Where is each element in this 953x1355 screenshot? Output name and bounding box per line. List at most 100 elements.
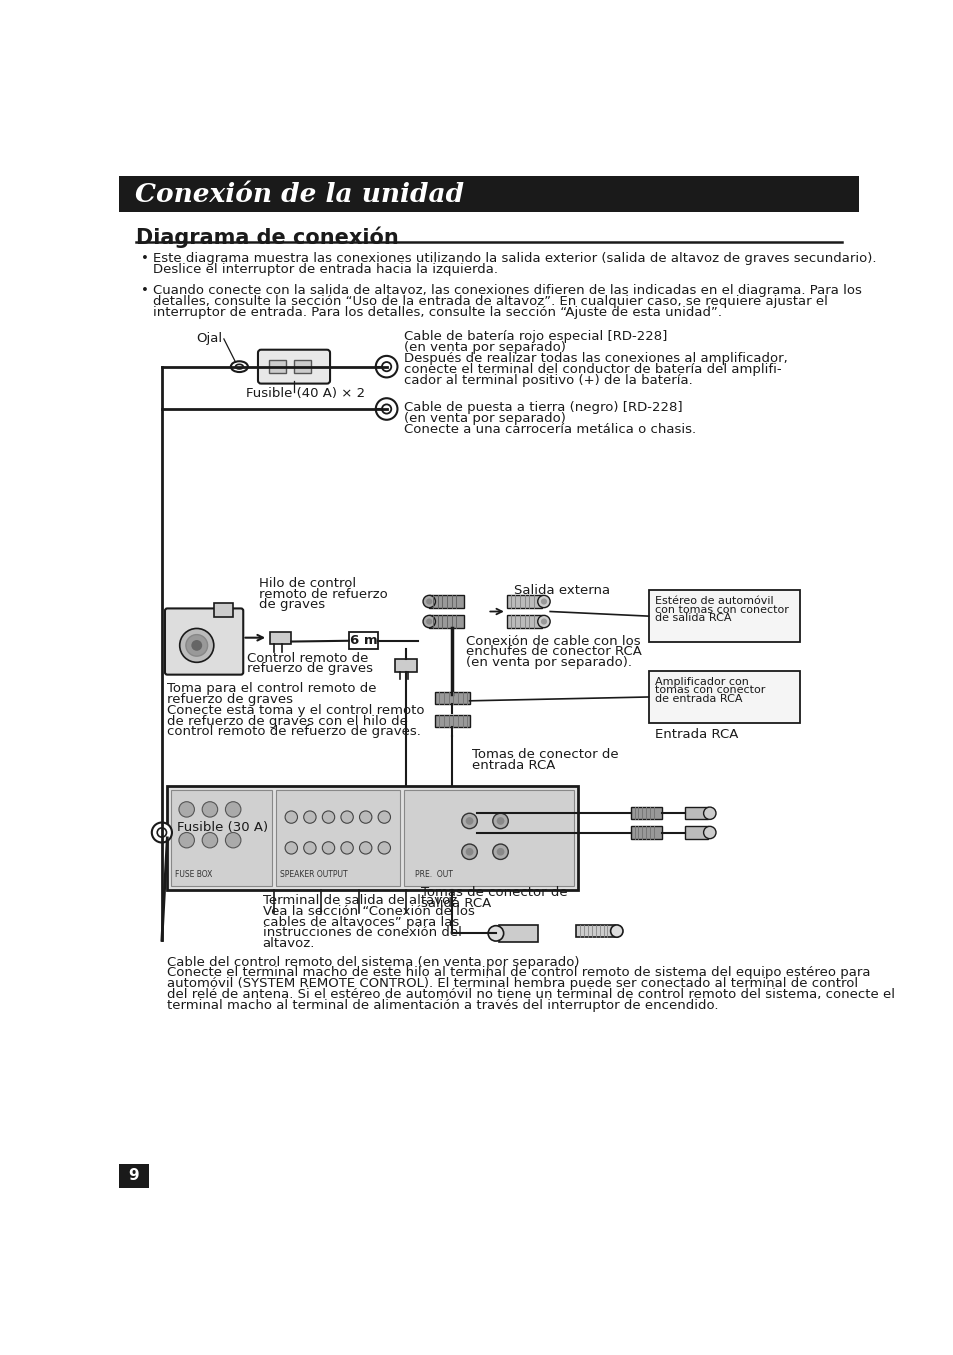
Circle shape	[493, 844, 508, 859]
Circle shape	[375, 398, 397, 420]
Circle shape	[377, 810, 390, 824]
Text: •: •	[141, 252, 149, 266]
Circle shape	[340, 810, 353, 824]
Circle shape	[465, 817, 473, 825]
Circle shape	[225, 832, 241, 848]
Bar	[403, 790, 574, 886]
Bar	[435, 691, 469, 703]
Circle shape	[381, 404, 391, 413]
Bar	[213, 603, 233, 617]
Text: interruptor de entrada. Para los detalles, consulte la sección “Ajuste de esta u: interruptor de entrada. Para los detalle…	[153, 306, 721, 318]
Bar	[630, 827, 661, 839]
Circle shape	[540, 618, 546, 625]
Circle shape	[422, 595, 435, 607]
Text: Estéreo de automóvil: Estéreo de automóvil	[654, 596, 773, 606]
Bar	[576, 925, 615, 938]
Text: Hilo de control: Hilo de control	[258, 577, 355, 589]
Text: (en venta por separado).: (en venta por separado).	[466, 656, 632, 669]
Circle shape	[381, 362, 391, 371]
Text: Cable del control remoto del sistema (en venta por separado): Cable del control remoto del sistema (en…	[167, 955, 579, 969]
Circle shape	[540, 599, 546, 604]
Text: Cable de puesta a tierra (negro) [RD-228]: Cable de puesta a tierra (negro) [RD-228…	[404, 401, 682, 415]
Text: altavoz.: altavoz.	[262, 938, 314, 950]
Text: Conecte esta toma y el control remoto: Conecte esta toma y el control remoto	[167, 703, 424, 717]
Circle shape	[426, 599, 432, 604]
Text: Salida externa: Salida externa	[514, 584, 610, 596]
Text: de graves: de graves	[258, 599, 325, 611]
Bar	[294, 360, 311, 373]
Ellipse shape	[235, 364, 243, 369]
Circle shape	[192, 640, 202, 650]
Circle shape	[497, 817, 504, 825]
Circle shape	[461, 844, 476, 859]
Text: Conecte a una carrocería metálica o chasis.: Conecte a una carrocería metálica o chas…	[404, 423, 696, 436]
Text: refuerzo de graves: refuerzo de graves	[167, 694, 293, 706]
Circle shape	[303, 810, 315, 824]
Circle shape	[493, 813, 508, 829]
Text: Ojal: Ojal	[196, 332, 223, 346]
Text: Amplificador con: Amplificador con	[654, 678, 748, 687]
Bar	[429, 615, 464, 627]
Circle shape	[610, 925, 622, 938]
Text: Entrada RCA: Entrada RCA	[654, 728, 738, 741]
Circle shape	[202, 832, 217, 848]
Text: (en venta por separado): (en venta por separado)	[404, 341, 566, 354]
Circle shape	[340, 841, 353, 854]
Text: Deslice el interruptor de entrada hacia la izquierda.: Deslice el interruptor de entrada hacia …	[153, 263, 497, 275]
Circle shape	[359, 841, 372, 854]
Bar	[506, 615, 541, 627]
Circle shape	[285, 810, 297, 824]
Circle shape	[359, 810, 372, 824]
Text: Tomas de conector de: Tomas de conector de	[421, 886, 568, 900]
Text: tomas con conector: tomas con conector	[654, 686, 764, 695]
Text: FUSE BOX: FUSE BOX	[174, 870, 213, 879]
Text: remoto de refuerzo: remoto de refuerzo	[258, 588, 387, 600]
Text: con tomas con conector: con tomas con conector	[654, 604, 788, 615]
Circle shape	[322, 841, 335, 854]
Circle shape	[703, 808, 716, 820]
Bar	[498, 925, 537, 942]
Circle shape	[422, 615, 435, 627]
Circle shape	[157, 828, 167, 837]
Bar	[630, 808, 661, 820]
Circle shape	[186, 634, 208, 656]
Circle shape	[537, 595, 550, 607]
Text: detalles, consulte la sección “Uso de la entrada de altavoz”. En cualquier caso,: detalles, consulte la sección “Uso de la…	[153, 295, 827, 308]
Circle shape	[461, 813, 476, 829]
Text: Fusible (30 A): Fusible (30 A)	[177, 821, 268, 835]
Circle shape	[202, 802, 217, 817]
Text: Terminal de salida de altavoz: Terminal de salida de altavoz	[262, 894, 456, 906]
FancyBboxPatch shape	[257, 350, 330, 383]
Circle shape	[377, 841, 390, 854]
Text: SPEAKER OUTPUT: SPEAKER OUTPUT	[279, 870, 347, 879]
Circle shape	[497, 848, 504, 855]
Text: salida RCA: salida RCA	[421, 897, 491, 911]
Circle shape	[488, 925, 503, 942]
Text: (en venta por separado): (en venta por separado)	[404, 412, 566, 425]
Circle shape	[322, 810, 335, 824]
Bar	[171, 790, 272, 886]
Circle shape	[225, 802, 241, 817]
Text: entrada RCA: entrada RCA	[472, 759, 555, 771]
Text: instrucciones de conexión del: instrucciones de conexión del	[262, 927, 461, 939]
Bar	[269, 360, 286, 373]
Circle shape	[179, 802, 194, 817]
Bar	[270, 631, 291, 644]
Circle shape	[285, 841, 297, 854]
Circle shape	[465, 848, 473, 855]
Bar	[648, 589, 799, 642]
Circle shape	[426, 618, 432, 625]
Text: Vea la sección “Conexión de los: Vea la sección “Conexión de los	[262, 905, 474, 917]
Text: Fusible (40 A) × 2: Fusible (40 A) × 2	[245, 388, 364, 401]
Text: Diagrama de conexión: Diagrama de conexión	[136, 226, 398, 248]
Bar	[395, 660, 416, 672]
Bar	[275, 790, 399, 886]
Bar	[119, 176, 858, 211]
Circle shape	[179, 832, 194, 848]
Text: •: •	[141, 285, 149, 297]
Circle shape	[152, 822, 172, 843]
Text: Este diagrama muestra las conexiones utilizando la salida exterior (salida de al: Este diagrama muestra las conexiones uti…	[153, 252, 876, 266]
Ellipse shape	[231, 362, 248, 373]
Text: Después de realizar todas las conexiones al amplificador,: Después de realizar todas las conexiones…	[404, 352, 787, 364]
Circle shape	[703, 827, 716, 839]
